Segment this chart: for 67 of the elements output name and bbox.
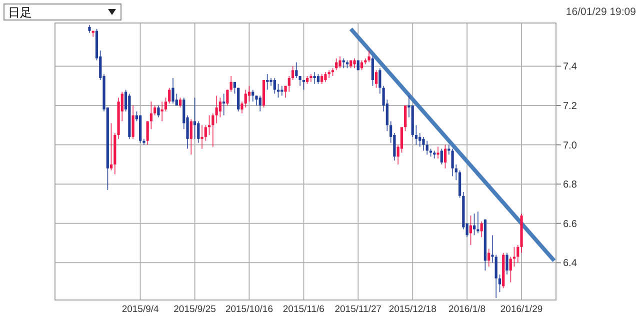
candlestick <box>353 58 356 69</box>
candlestick <box>338 56 342 69</box>
candlestick <box>288 76 290 92</box>
candlestick <box>258 95 262 112</box>
candlestick <box>132 105 134 140</box>
text: 16/01/29 19:09 <box>566 6 636 18</box>
y-tick-label: 7.2 <box>563 101 578 112</box>
candlestick <box>266 74 269 90</box>
candlestick <box>110 122 113 171</box>
candlestick <box>218 97 222 118</box>
candlestick <box>488 248 490 268</box>
candlestick <box>291 66 294 80</box>
x-tick-label: 2015/9/4 <box>122 304 159 315</box>
candlestick <box>193 97 196 140</box>
x-tick-label: 2015/9/25 <box>174 304 216 315</box>
candlestick <box>400 126 404 154</box>
x-tick-label: 2015/12/18 <box>388 304 436 315</box>
y-tick-label: 7.4 <box>563 62 578 73</box>
candlestick <box>469 215 472 246</box>
candlestick <box>368 50 370 63</box>
y-tick-label: 6.4 <box>563 258 578 270</box>
candlestick <box>371 56 374 86</box>
candlestick <box>404 105 407 132</box>
candlestick <box>280 85 284 96</box>
candlestick <box>190 118 192 156</box>
candlestick <box>168 87 171 104</box>
candlestick <box>509 256 512 283</box>
candlestick <box>313 72 316 84</box>
candlestick <box>273 78 276 94</box>
candlestick <box>204 124 207 142</box>
x-tick-label: 2015/11/27 <box>334 304 382 315</box>
y-tick-label: 7.0 <box>563 140 578 152</box>
candlestick <box>157 105 160 118</box>
candlestick <box>374 70 378 88</box>
candlestick <box>178 97 182 108</box>
candlestick <box>480 220 483 238</box>
candlestick <box>237 87 240 112</box>
candlestick <box>208 114 211 136</box>
candlestick <box>200 124 204 150</box>
y-tick-label: 6.6 <box>563 218 578 230</box>
candlestick <box>422 136 425 152</box>
candlestick <box>244 89 247 108</box>
x-tick-label: 2015/10/16 <box>225 304 273 315</box>
candlestick <box>440 148 443 165</box>
candlestick <box>320 74 324 84</box>
candlestick <box>418 132 422 148</box>
y-tick-label: 6.8 <box>563 180 578 191</box>
x-tick-label: 2016/1/29 <box>500 304 543 315</box>
candlestick <box>222 93 226 116</box>
candlestick <box>506 252 508 275</box>
candlestick <box>160 101 164 122</box>
candlestick <box>316 74 320 84</box>
x-tick-label: 2015/11/6 <box>282 304 324 315</box>
candlestick <box>451 148 454 177</box>
x-tick-label: 2016/1/8 <box>448 304 486 315</box>
candlestick <box>154 105 156 116</box>
candlestick <box>436 146 440 160</box>
text: 日足 <box>8 6 32 20</box>
candlestick <box>342 58 345 69</box>
candlestick <box>324 72 327 82</box>
candlestick <box>172 78 174 104</box>
candlestick <box>444 144 447 169</box>
candlestick <box>276 83 280 98</box>
candlestick <box>295 62 298 79</box>
candlestick <box>473 213 476 236</box>
candlestick <box>494 254 498 299</box>
candlestick <box>164 97 168 112</box>
